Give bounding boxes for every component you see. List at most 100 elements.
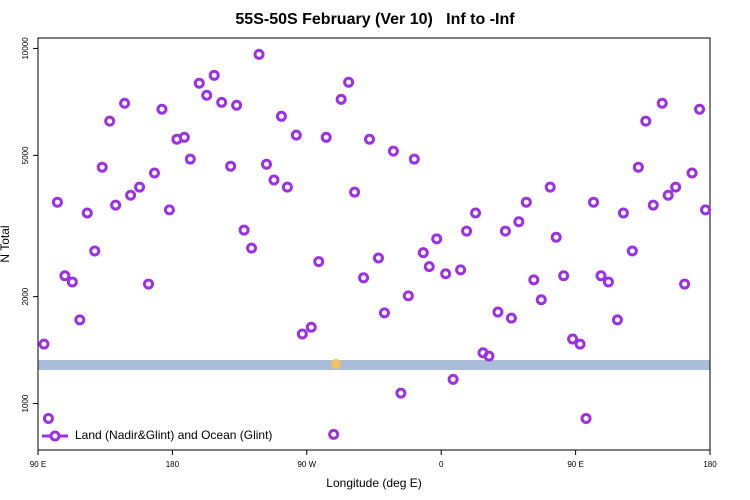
- point: [640, 115, 652, 127]
- point: [679, 278, 691, 290]
- y-tick-label: 2000: [21, 287, 30, 305]
- point: [66, 276, 78, 288]
- point: [372, 252, 384, 264]
- point: [134, 181, 146, 193]
- point: [528, 274, 540, 286]
- point: [602, 276, 614, 288]
- point: [611, 314, 623, 326]
- point: [51, 196, 63, 208]
- point: [588, 196, 600, 208]
- point: [364, 133, 376, 145]
- point: [178, 131, 190, 143]
- y-tick-label: 1000: [21, 394, 30, 412]
- point: [447, 373, 459, 385]
- point: [647, 199, 659, 211]
- point: [349, 186, 361, 198]
- point: [358, 272, 370, 284]
- point: [626, 245, 638, 257]
- x-tick-label: 90 E: [567, 460, 583, 469]
- point: [520, 196, 532, 208]
- point: [499, 225, 511, 237]
- x-tick-label: 90 E: [30, 460, 46, 469]
- point: [431, 233, 443, 245]
- point: [378, 307, 390, 319]
- point: [216, 96, 228, 108]
- point: [574, 338, 586, 350]
- point: [163, 204, 175, 216]
- point: [193, 77, 205, 89]
- point: [535, 294, 547, 306]
- blob: [331, 359, 341, 369]
- x-tick-label: 0: [439, 460, 444, 469]
- point: [110, 199, 122, 211]
- point: [470, 207, 482, 219]
- point: [59, 270, 71, 282]
- point: [632, 161, 644, 173]
- band: [38, 360, 710, 370]
- y-tick-label: 10000: [21, 37, 30, 60]
- point: [281, 181, 293, 193]
- point: [455, 264, 467, 276]
- point: [686, 167, 698, 179]
- x-tick-label: 180: [703, 460, 717, 469]
- point: [238, 224, 250, 236]
- x-tick-label: 180: [166, 460, 180, 469]
- point: [268, 174, 280, 186]
- point: [313, 256, 325, 268]
- point: [492, 306, 504, 318]
- point: [275, 110, 287, 122]
- point: [208, 69, 220, 81]
- point: [694, 103, 706, 115]
- point: [595, 270, 607, 282]
- point: [700, 204, 712, 216]
- point: [662, 189, 674, 201]
- point: [343, 76, 355, 88]
- point: [513, 216, 525, 228]
- plot-frame: [37, 37, 711, 451]
- point: [96, 161, 108, 173]
- point: [38, 338, 50, 350]
- point: [231, 99, 243, 111]
- point: [558, 270, 570, 282]
- point: [225, 160, 237, 172]
- point: [305, 321, 317, 333]
- point: [440, 268, 452, 280]
- point: [505, 312, 517, 324]
- point: [320, 131, 332, 143]
- point: [74, 314, 86, 326]
- point: [119, 97, 131, 109]
- point: [125, 189, 137, 201]
- point: [670, 181, 682, 193]
- point: [143, 278, 155, 290]
- point: [387, 145, 399, 157]
- point: [184, 153, 196, 165]
- chart-title: 55S-50S February (Ver 10) Inf to -Inf: [235, 11, 515, 28]
- x-axis-label: Longitude (deg E): [326, 476, 421, 490]
- point: [201, 89, 213, 101]
- point: [483, 350, 495, 362]
- point: [417, 247, 429, 259]
- point: [260, 158, 272, 170]
- point: [395, 387, 407, 399]
- point: [290, 129, 302, 141]
- point: [296, 328, 308, 340]
- point: [580, 412, 592, 424]
- point: [544, 181, 556, 193]
- point: [89, 245, 101, 257]
- point: [408, 153, 420, 165]
- point: [156, 103, 168, 115]
- y-tick-label: 5000: [21, 146, 30, 164]
- legend-marker: [49, 430, 61, 442]
- point: [402, 290, 414, 302]
- point: [148, 167, 160, 179]
- legend-label: Land (Nadir&Glint) and Ocean (Glint): [75, 428, 272, 442]
- point: [42, 412, 54, 424]
- point: [104, 115, 116, 127]
- point: [423, 261, 435, 273]
- point: [335, 93, 347, 105]
- point: [328, 428, 340, 440]
- point: [567, 333, 579, 345]
- point: [253, 48, 265, 60]
